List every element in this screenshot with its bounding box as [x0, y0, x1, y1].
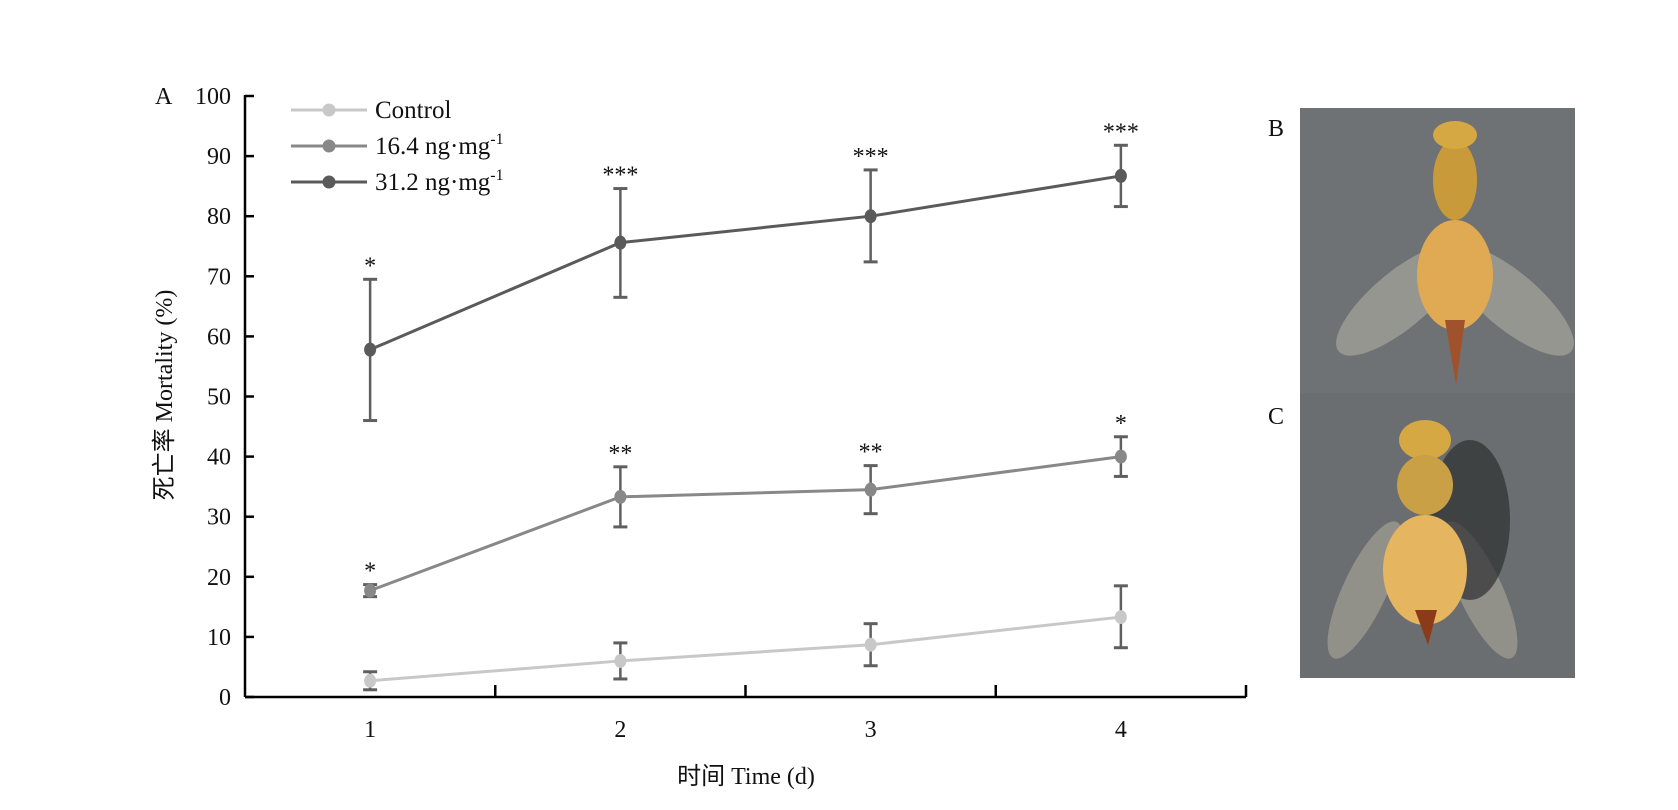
data-point — [864, 209, 877, 224]
series-group: *** ************* — [363, 119, 1139, 692]
photo-c: C — [1268, 393, 1575, 678]
legend-label-text: Control — [375, 97, 451, 124]
series-1: *** *** — [363, 411, 1128, 599]
y-tick-label: 100 — [195, 84, 231, 110]
data-point — [364, 673, 377, 688]
y-axis-label: 死亡率 Mortality (%) — [151, 290, 178, 501]
y-tick-label: 60 — [207, 324, 231, 350]
panel-label-a: A — [155, 84, 173, 110]
data-point — [1114, 610, 1127, 625]
data-point — [614, 489, 627, 504]
significance-label: * — [364, 253, 376, 279]
significance-label: ** — [859, 440, 883, 466]
y-tick-label: 20 — [207, 565, 231, 591]
y-tick-label: 10 — [207, 625, 231, 651]
significance-label: *** — [602, 163, 638, 189]
legend-marker — [322, 103, 336, 117]
data-point — [364, 583, 377, 598]
significance-label: *** — [1103, 119, 1139, 145]
series-line — [369, 455, 1122, 593]
x-tick-label: 2 — [614, 717, 626, 743]
photo-label-c: C — [1268, 404, 1284, 430]
legend-marker — [322, 175, 336, 189]
legend-marker — [322, 139, 336, 153]
series-2: ********** — [363, 119, 1139, 423]
significance-label: ** — [608, 441, 632, 467]
series-0 — [363, 584, 1128, 692]
series-line — [370, 615, 1122, 683]
data-point — [1114, 449, 1127, 464]
x-tick-label: 4 — [1115, 717, 1127, 743]
axes: 0 10 20 30 40 50 60 70 80 90 100 1 2 3 4 — [195, 84, 1248, 743]
y-tick-label: 30 — [207, 505, 231, 531]
significance-label: * — [364, 559, 376, 585]
legend-label-text: 16.4 ng·mg — [375, 133, 491, 160]
fly-image-b — [1336, 121, 1574, 385]
photo-b: B — [1268, 108, 1575, 393]
data-point — [614, 653, 627, 668]
data-point — [614, 235, 627, 250]
y-tick-label: 80 — [207, 204, 231, 230]
legend-label-sup: -1 — [490, 167, 503, 184]
x-axis-label: 时间 Time (d) — [677, 763, 815, 790]
series-line — [369, 174, 1122, 352]
significance-label: *** — [853, 144, 889, 170]
legend-label-sup: -1 — [490, 131, 503, 148]
data-point — [864, 482, 877, 497]
significance-label: * — [1115, 411, 1127, 437]
y-tick-label: 90 — [207, 144, 231, 170]
data-point — [364, 342, 377, 357]
data-point — [1114, 168, 1127, 183]
y-tick-label: 70 — [207, 264, 231, 290]
y-tick-label: 50 — [207, 385, 231, 411]
data-point — [864, 637, 877, 652]
x-tick-label: 3 — [865, 717, 877, 743]
y-tick-label: 0 — [219, 685, 231, 711]
x-tick-label: 1 — [364, 717, 376, 743]
legend-label: Control — [375, 97, 451, 124]
fly-image-c — [1327, 420, 1518, 659]
legend-label-text: 31.2 ng·mg — [375, 169, 491, 196]
y-tick-label: 40 — [207, 445, 231, 471]
legend-label: 16.4 ng·mg-1 — [375, 131, 504, 160]
photo-label-b: B — [1268, 116, 1284, 142]
legend-label: 31.2 ng·mg-1 — [375, 167, 504, 196]
